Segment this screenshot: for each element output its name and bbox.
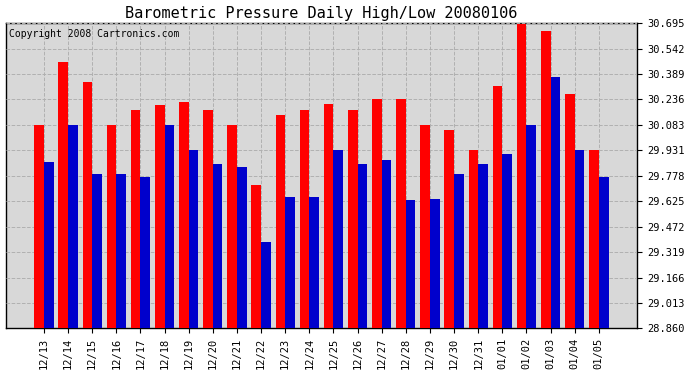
Bar [227, 125, 237, 328]
Bar [517, 24, 526, 328]
Bar [59, 62, 68, 328]
Bar [469, 150, 478, 328]
Bar [599, 177, 609, 328]
Bar [164, 126, 174, 328]
Title: Barometric Pressure Daily High/Low 20080106: Barometric Pressure Daily High/Low 20080… [125, 6, 518, 21]
Bar [68, 126, 78, 328]
Bar [285, 197, 295, 328]
Bar [237, 167, 246, 328]
Bar [179, 102, 188, 328]
Bar [420, 125, 430, 328]
Bar [324, 104, 333, 328]
Bar [203, 111, 213, 328]
Bar [444, 130, 454, 328]
Bar [213, 164, 222, 328]
Bar [478, 164, 488, 328]
Bar [275, 116, 285, 328]
Bar [575, 150, 584, 328]
Bar [261, 242, 270, 328]
Bar [141, 177, 150, 328]
Bar [502, 154, 512, 328]
Bar [117, 174, 126, 328]
Text: Copyright 2008 Cartronics.com: Copyright 2008 Cartronics.com [9, 29, 179, 39]
Bar [107, 125, 117, 328]
Bar [396, 99, 406, 328]
Bar [251, 185, 261, 328]
Bar [188, 150, 198, 328]
Bar [372, 99, 382, 328]
Bar [92, 174, 102, 328]
Bar [357, 164, 367, 328]
Bar [333, 150, 343, 328]
Bar [565, 94, 575, 328]
Bar [309, 197, 319, 328]
Bar [44, 162, 54, 328]
Bar [83, 82, 92, 328]
Bar [34, 125, 44, 328]
Bar [299, 111, 309, 328]
Bar [348, 111, 357, 328]
Bar [406, 200, 415, 328]
Bar [551, 77, 560, 328]
Bar [526, 126, 536, 328]
Bar [589, 150, 599, 328]
Bar [382, 160, 391, 328]
Bar [131, 111, 141, 328]
Bar [155, 105, 164, 328]
Bar [541, 31, 551, 328]
Bar [454, 174, 464, 328]
Bar [430, 199, 440, 328]
Bar [493, 86, 502, 328]
